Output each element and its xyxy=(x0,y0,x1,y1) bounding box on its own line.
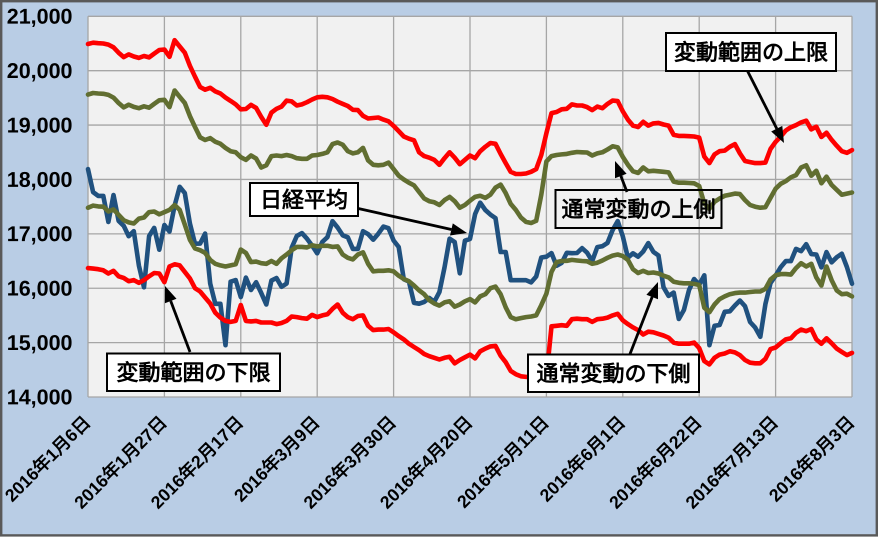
svg-text:変動範囲の下限: 変動範囲の下限 xyxy=(116,360,270,385)
svg-text:14,000: 14,000 xyxy=(7,385,73,409)
svg-text:変動範囲の上限: 変動範囲の上限 xyxy=(674,40,828,65)
svg-text:16,000: 16,000 xyxy=(7,277,73,301)
svg-text:18,000: 18,000 xyxy=(7,168,73,192)
svg-text:通常変動の下側: 通常変動の下側 xyxy=(536,361,690,386)
svg-text:17,000: 17,000 xyxy=(7,222,73,246)
svg-text:通常変動の上側: 通常変動の上側 xyxy=(561,197,715,222)
svg-text:20,000: 20,000 xyxy=(7,59,73,83)
svg-text:19,000: 19,000 xyxy=(7,113,73,137)
svg-text:21,000: 21,000 xyxy=(7,5,73,29)
svg-text:日経平均: 日経平均 xyxy=(260,187,348,212)
svg-text:15,000: 15,000 xyxy=(7,331,73,355)
